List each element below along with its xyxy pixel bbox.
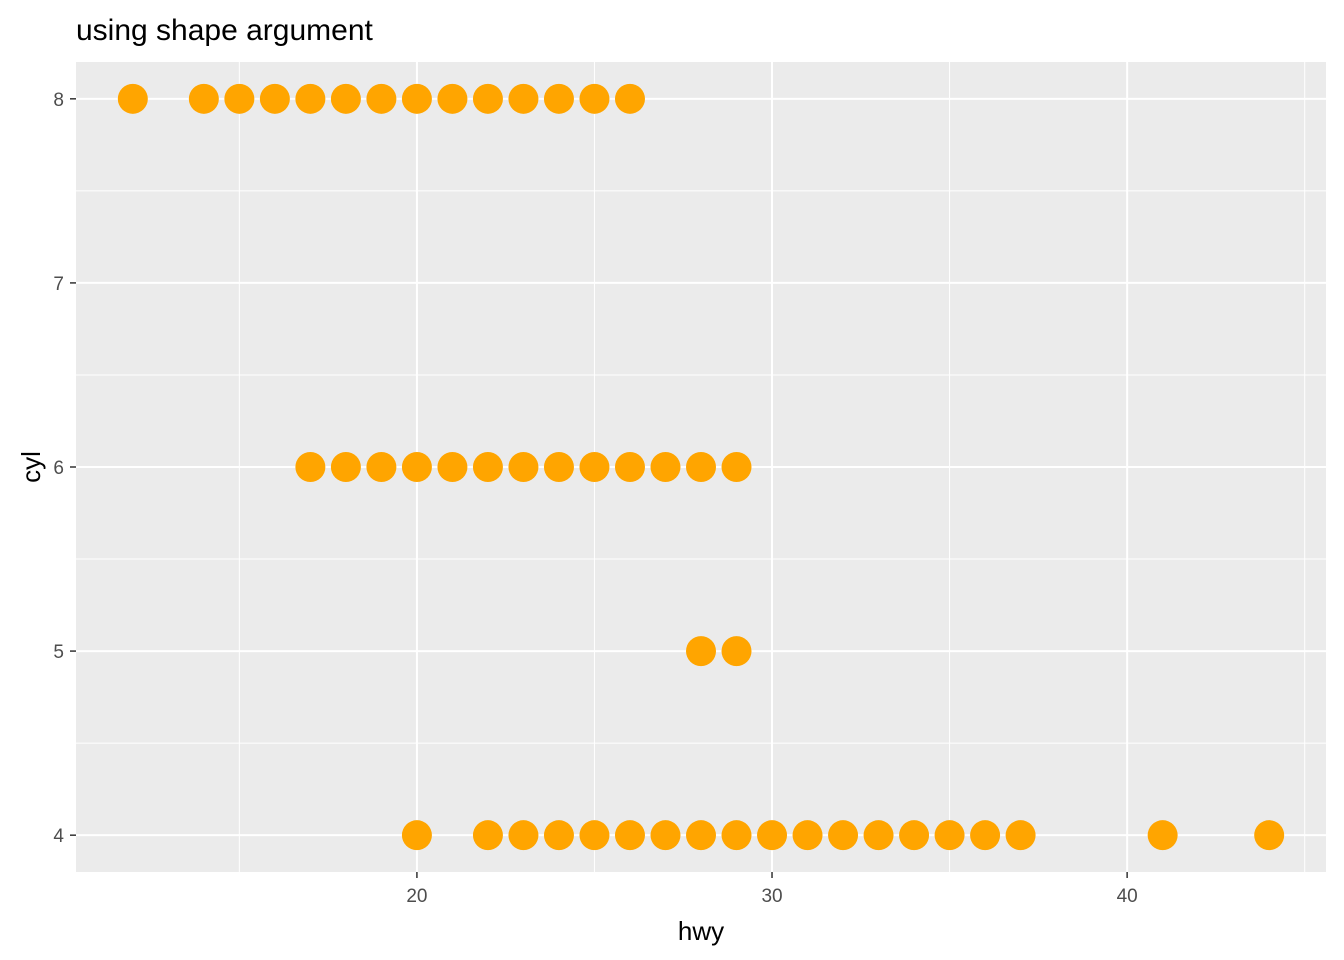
data-point bbox=[117, 83, 148, 114]
y-tick-label: 4 bbox=[53, 826, 64, 847]
data-point bbox=[401, 83, 432, 114]
data-point bbox=[366, 83, 397, 114]
y-tick-label: 5 bbox=[53, 642, 64, 663]
data-point bbox=[1254, 820, 1285, 851]
data-point bbox=[579, 820, 610, 851]
data-points bbox=[117, 83, 1285, 851]
data-point bbox=[792, 820, 823, 851]
data-point bbox=[721, 452, 752, 482]
x-axis-title: hwy bbox=[678, 916, 724, 946]
data-point bbox=[437, 83, 468, 114]
data-point bbox=[437, 452, 468, 482]
y-tick-label: 6 bbox=[53, 458, 64, 479]
data-point bbox=[543, 83, 574, 114]
data-point bbox=[1147, 820, 1178, 851]
data-point bbox=[614, 452, 645, 482]
data-point bbox=[934, 820, 965, 851]
data-point bbox=[899, 820, 930, 851]
data-point bbox=[508, 820, 539, 851]
data-point bbox=[650, 452, 681, 482]
data-point bbox=[828, 820, 859, 851]
y-axis: 4 5 6 7 8 bbox=[53, 90, 76, 847]
x-tick-label: 30 bbox=[761, 886, 782, 907]
data-point bbox=[686, 452, 716, 482]
data-point bbox=[295, 452, 326, 482]
data-point bbox=[188, 83, 219, 114]
data-point bbox=[757, 820, 788, 851]
data-point bbox=[224, 83, 255, 114]
data-point bbox=[330, 452, 361, 482]
data-point bbox=[614, 820, 645, 851]
data-point bbox=[472, 820, 503, 851]
data-point bbox=[970, 820, 1001, 851]
data-point bbox=[614, 83, 645, 114]
data-point bbox=[366, 452, 397, 482]
data-point bbox=[543, 452, 574, 482]
x-tick-label: 20 bbox=[406, 886, 427, 907]
y-axis-title: cyl bbox=[16, 451, 46, 483]
data-point bbox=[686, 820, 716, 851]
x-axis: 20 30 40 bbox=[406, 872, 1138, 907]
data-point bbox=[721, 636, 752, 667]
data-point bbox=[472, 83, 503, 114]
data-point bbox=[579, 452, 610, 482]
data-point bbox=[401, 820, 432, 851]
x-tick-label: 40 bbox=[1117, 886, 1138, 907]
data-point bbox=[472, 452, 503, 482]
data-point bbox=[863, 820, 894, 851]
data-point bbox=[721, 820, 752, 851]
data-point bbox=[401, 452, 432, 482]
data-point bbox=[508, 83, 539, 114]
data-point bbox=[508, 452, 539, 482]
data-point bbox=[650, 820, 681, 851]
data-point bbox=[295, 83, 326, 114]
data-point bbox=[579, 83, 610, 114]
data-point bbox=[330, 83, 361, 114]
data-point bbox=[1005, 820, 1036, 851]
data-point bbox=[686, 636, 716, 667]
y-tick-label: 8 bbox=[53, 90, 64, 111]
chart-title: using shape argument bbox=[76, 14, 374, 47]
data-point bbox=[543, 820, 574, 851]
y-tick-label: 7 bbox=[53, 274, 64, 295]
data-point bbox=[259, 83, 290, 114]
